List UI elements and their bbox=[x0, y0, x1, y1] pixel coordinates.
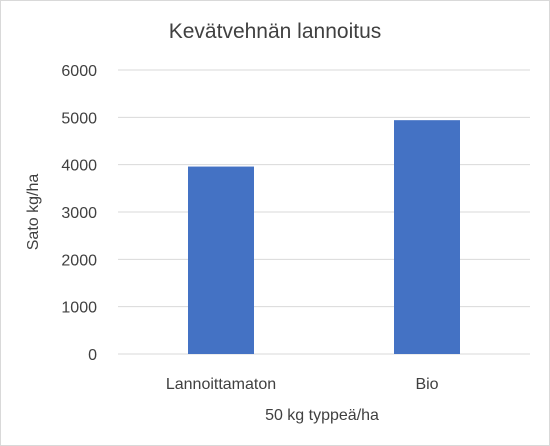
bar-bio bbox=[394, 120, 460, 354]
y-tick-label: 0 bbox=[88, 347, 97, 364]
y-tick-label: 5000 bbox=[61, 110, 97, 127]
y-axis-title: Sato kg/ha bbox=[25, 174, 42, 251]
y-tick-label: 1000 bbox=[61, 300, 97, 317]
x-tick-label: Bio bbox=[415, 376, 438, 393]
bars bbox=[188, 120, 460, 354]
gridlines bbox=[118, 69, 530, 355]
x-axis-ticks: Lannoittamaton Bio bbox=[166, 376, 439, 393]
bar-lannoittamaton bbox=[188, 166, 254, 354]
y-tick-label: 3000 bbox=[61, 205, 97, 222]
y-tick-label: 4000 bbox=[61, 158, 97, 175]
y-axis-ticks: 0 1000 2000 3000 4000 5000 6000 bbox=[61, 63, 97, 364]
chart-title: Kevätvehnän lannoitus bbox=[169, 20, 382, 43]
y-tick-label: 2000 bbox=[61, 252, 97, 269]
x-axis-title: 50 kg typpeä/ha bbox=[265, 407, 379, 424]
y-tick-label: 6000 bbox=[61, 63, 97, 80]
x-tick-label: Lannoittamaton bbox=[166, 376, 276, 393]
